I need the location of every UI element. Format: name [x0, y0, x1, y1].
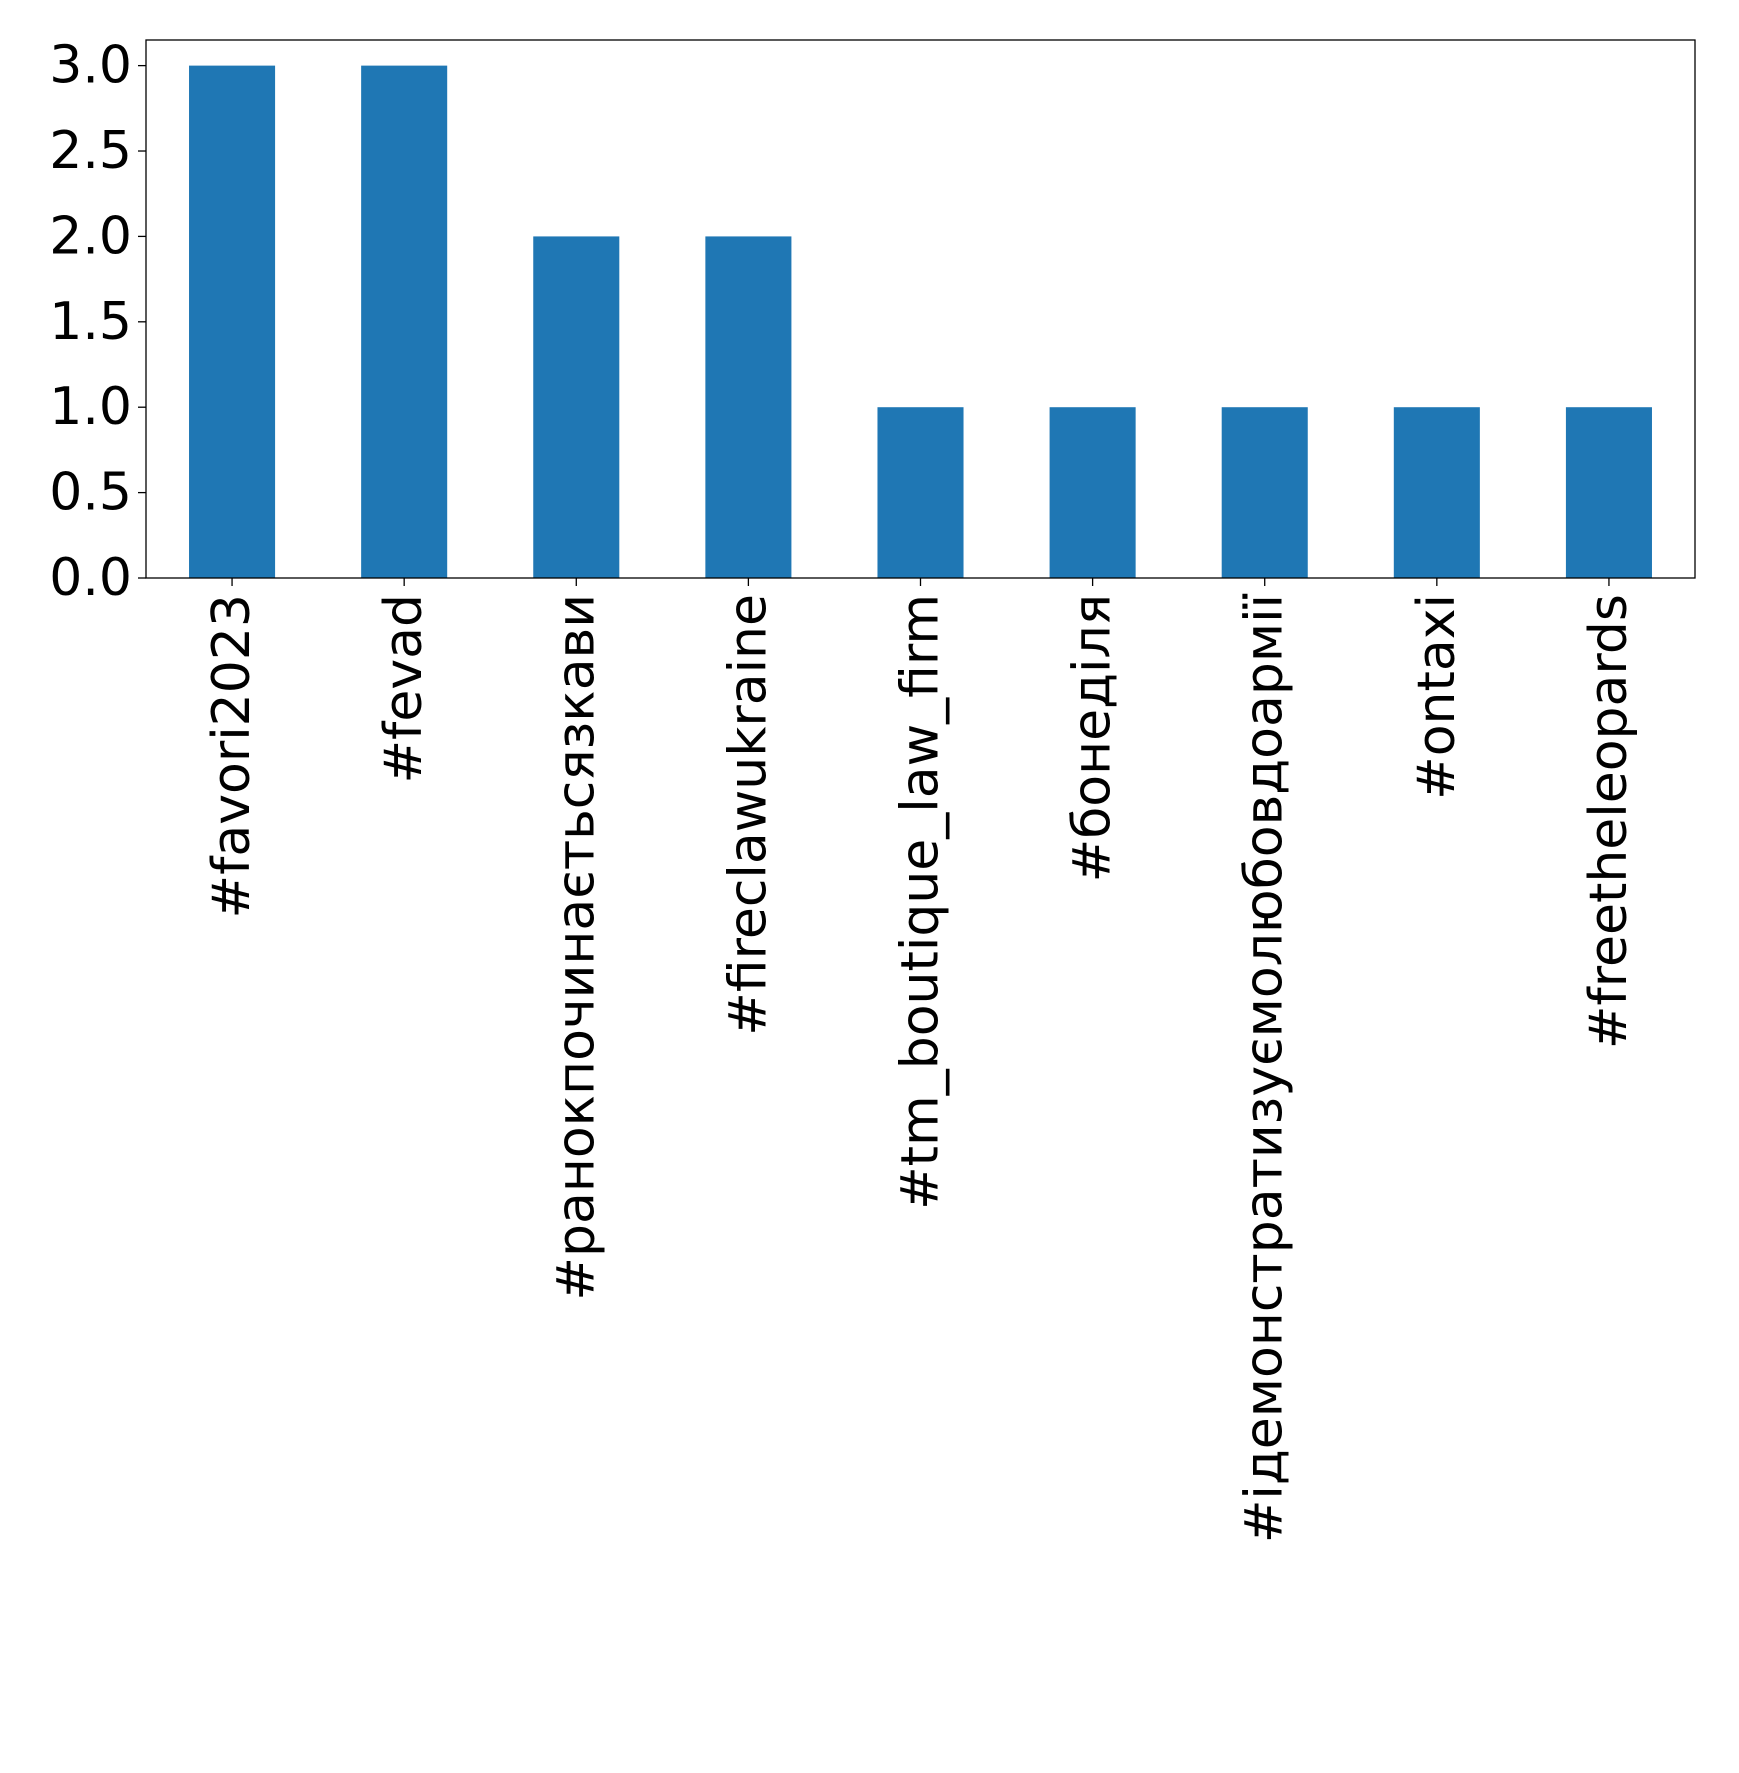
bar — [1049, 407, 1136, 578]
bars-layer — [189, 65, 1652, 579]
x-tick-label: #tm_boutique_law_firm — [891, 594, 951, 1210]
y-tick-label: 1.0 — [49, 377, 132, 437]
y-tick-label: 2.0 — [49, 206, 132, 266]
x-axis: #favori2023 #fevad #ранокпочинаєтьсязкави #… — [202, 578, 1639, 1543]
bar — [533, 236, 620, 578]
bar — [1393, 407, 1480, 578]
bar — [877, 407, 964, 578]
x-tick-label: #ontaxi — [1407, 594, 1467, 800]
x-tick-label: #fireclawukraine — [718, 594, 778, 1036]
x-tick-label: #fevad — [374, 594, 434, 784]
y-tick-label: 0.0 — [49, 548, 132, 608]
x-tick-label: #ідемонстратизуємолюбовдоармії — [1235, 593, 1295, 1543]
bar — [1221, 407, 1308, 578]
y-axis: 0.0 0.5 1.0 1.5 2.0 2.5 3.0 — [49, 36, 146, 608]
y-tick-label: 2.5 — [49, 121, 132, 181]
plot-frame — [145, 39, 1696, 579]
bar — [1565, 407, 1652, 578]
y-tick-label: 0.5 — [49, 463, 132, 523]
bar — [361, 65, 448, 579]
y-tick-label: 1.5 — [49, 292, 132, 352]
bar — [705, 236, 792, 578]
x-tick-label: #favori2023 — [202, 594, 262, 919]
y-tick-label: 3.0 — [49, 36, 132, 96]
x-tick-label: #бонеділя — [1063, 594, 1123, 882]
x-tick-label: #ранокпочинаєтьсязкави — [546, 594, 606, 1301]
bar — [189, 65, 276, 579]
x-tick-label: #freetheleopards — [1579, 594, 1639, 1049]
